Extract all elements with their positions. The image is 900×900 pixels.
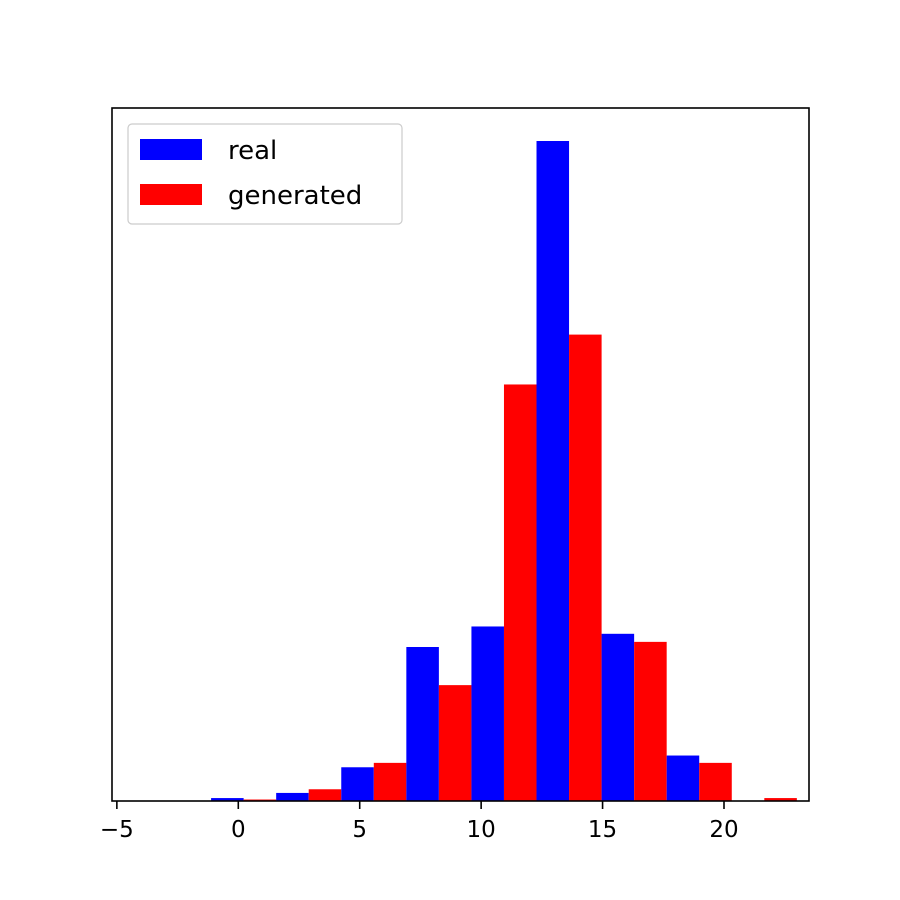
bar-real-bin-3 — [406, 647, 439, 801]
bar-generated-bin-1 — [308, 789, 342, 801]
plot-frame — [111, 107, 810, 802]
x-tick-label-3: 10 — [467, 817, 496, 843]
bar-real-bin-2 — [341, 767, 374, 801]
bar-generated-bin-8 — [764, 798, 797, 801]
bar-real-bin-1 — [276, 792, 309, 801]
bar-generated-bin-5 — [569, 334, 602, 801]
bar-real-bin-4 — [471, 626, 504, 801]
x-tick-label-4: 15 — [588, 817, 617, 843]
legend-swatch-generated — [140, 184, 202, 205]
bar-real-bin-5 — [536, 141, 570, 801]
x-axis: −5 0 5 10 15 20 — [100, 801, 739, 843]
legend-label-real: real — [228, 136, 277, 166]
x-tick-label-1: 0 — [231, 817, 246, 843]
bar-generated-bin-2 — [373, 762, 407, 801]
bar-generated-bin-4 — [503, 384, 537, 801]
x-tick-label-5: 20 — [709, 817, 738, 843]
x-tick-label-0: −5 — [100, 817, 134, 843]
legend: real generated — [127, 123, 403, 225]
legend-label-generated: generated — [228, 181, 362, 211]
bar-generated-bin-3 — [438, 685, 472, 801]
x-tick-label-2: 5 — [352, 817, 367, 843]
legend-swatch-real — [140, 139, 202, 160]
bar-real-bin-6 — [601, 633, 635, 801]
bar-real-bin-0 — [211, 798, 244, 801]
bar-generated-bin-6 — [634, 641, 667, 801]
bar-generated-bin-7 — [699, 762, 732, 801]
bars-group — [211, 141, 797, 801]
bar-real-bin-7 — [666, 755, 700, 801]
